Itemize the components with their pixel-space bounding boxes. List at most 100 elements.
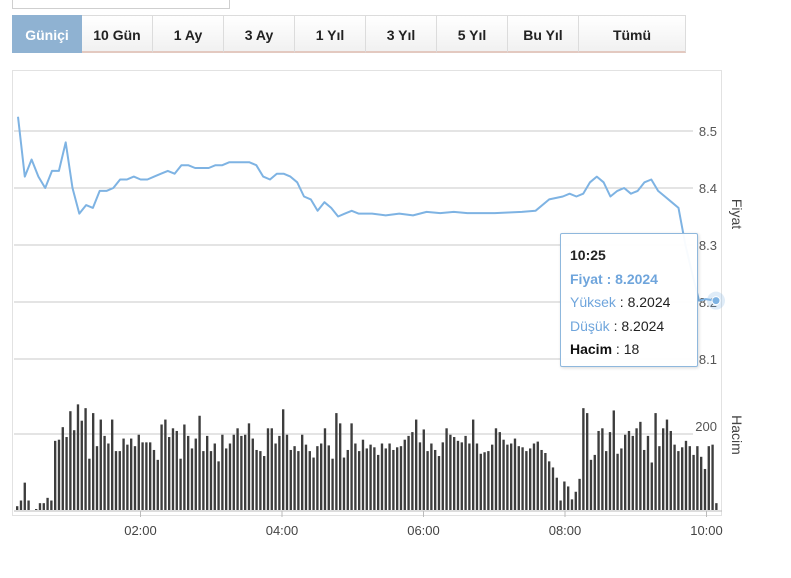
volume-bar xyxy=(441,442,444,510)
volume-bar xyxy=(209,451,213,510)
volume-bar xyxy=(130,438,133,510)
tab-8[interactable]: Bu Yıl xyxy=(508,15,579,53)
tooltip-volume-row: Hacim : 18 xyxy=(570,338,688,362)
volume-bar xyxy=(437,456,441,510)
volume-bar xyxy=(643,449,646,510)
volume-bar xyxy=(578,478,581,510)
volume-bar xyxy=(61,427,64,510)
volume-bar xyxy=(175,430,178,510)
volume-bar xyxy=(38,503,42,510)
volume-bar xyxy=(529,448,532,510)
volume-bar xyxy=(342,457,346,510)
tooltip-time: 10:25 xyxy=(570,247,606,263)
volume-bar xyxy=(373,447,376,510)
volume-bar xyxy=(145,442,148,510)
volume-bar xyxy=(190,448,194,510)
volume-bar xyxy=(593,454,596,510)
volume-bar xyxy=(616,453,619,510)
price-axis-title: Fiyat xyxy=(729,199,745,229)
tab-5[interactable]: 1 Yıl xyxy=(295,15,366,53)
volume-bar xyxy=(107,443,110,510)
volume-bar xyxy=(76,404,80,510)
volume-bar xyxy=(122,438,125,510)
x-tick-label: 08:00 xyxy=(549,523,582,538)
volume-bar xyxy=(536,441,539,510)
volume-bar xyxy=(620,448,623,510)
volume-bar xyxy=(339,423,342,510)
tab-7[interactable]: 5 Yıl xyxy=(437,15,508,53)
tooltip-high-value: 8.2024 xyxy=(627,294,671,310)
volume-bar xyxy=(513,438,517,510)
volume-bar xyxy=(472,419,475,510)
volume-bar xyxy=(574,491,577,510)
volume-bar xyxy=(50,500,53,510)
volume-bar xyxy=(156,459,159,510)
volume-bar xyxy=(80,420,83,510)
chart-frame xyxy=(12,70,722,516)
tooltip-sep: : xyxy=(609,317,622,334)
x-tick-label: 04:00 xyxy=(266,523,299,538)
volume-bar xyxy=(544,453,547,510)
volume-bar xyxy=(247,423,251,510)
volume-bar xyxy=(521,447,524,510)
tab-6[interactable]: 3 Yıl xyxy=(366,15,437,53)
volume-bar xyxy=(483,452,486,510)
volume-bar xyxy=(540,449,543,510)
volume-bar xyxy=(19,500,23,510)
volume-bar xyxy=(639,421,642,510)
volume-bar xyxy=(650,462,653,510)
volume-bar xyxy=(301,434,304,510)
volume-bar xyxy=(160,424,163,510)
volume-bar xyxy=(304,444,308,510)
volume-bar xyxy=(103,435,106,510)
tooltip-sep: : xyxy=(612,341,624,357)
volume-bar xyxy=(548,461,551,510)
volume-bar xyxy=(681,447,684,510)
tab-4[interactable]: 3 Ay xyxy=(224,15,295,53)
volume-bar xyxy=(624,434,627,510)
volume-bar xyxy=(517,446,520,510)
volume-bar xyxy=(266,428,270,510)
volume-bar xyxy=(42,503,45,510)
volume-bar xyxy=(631,435,634,510)
volume-bar xyxy=(460,442,463,510)
volume-bar xyxy=(570,499,574,510)
volume-bar xyxy=(456,440,460,510)
price-tick-label: 8.4 xyxy=(699,181,717,196)
volume-bar xyxy=(700,456,703,510)
volume-bar xyxy=(494,428,498,510)
tab-2[interactable]: 10 Gün xyxy=(82,15,153,53)
volume-bar xyxy=(137,434,140,510)
volume-bar xyxy=(152,449,156,510)
tooltip-sep: : xyxy=(602,270,616,287)
volume-bar xyxy=(225,448,228,510)
volume-bar xyxy=(646,435,650,510)
volume-bar xyxy=(228,443,232,510)
tab-1[interactable]: Güniçi xyxy=(12,15,82,53)
volume-bar xyxy=(54,440,57,510)
volume-bar xyxy=(445,428,448,510)
volume-bar xyxy=(274,443,277,510)
volume-bar xyxy=(202,451,205,510)
volume-bar xyxy=(278,435,281,510)
volume-bar xyxy=(133,446,137,510)
volume-bar xyxy=(407,435,410,510)
tooltip-high-row: Yüksek : 8.2024 xyxy=(570,291,688,315)
volume-bar xyxy=(453,437,456,510)
volume-bar xyxy=(384,448,387,510)
tab-3[interactable]: 1 Ay xyxy=(153,15,224,53)
volume-bar xyxy=(677,451,680,510)
x-tick-label: 10:00 xyxy=(690,523,723,538)
volume-bar xyxy=(285,434,289,510)
volume-bar xyxy=(346,449,349,510)
volume-bar xyxy=(715,503,718,510)
volume-bar xyxy=(696,446,699,510)
volume-bar xyxy=(567,486,570,510)
tab-9[interactable]: Tümü xyxy=(579,15,686,53)
volume-bar xyxy=(654,413,657,510)
volume-bar xyxy=(27,500,30,510)
volume-bar xyxy=(282,409,285,510)
volume-bar xyxy=(399,446,403,510)
volume-bar xyxy=(217,461,220,510)
volume-bar xyxy=(703,468,707,510)
